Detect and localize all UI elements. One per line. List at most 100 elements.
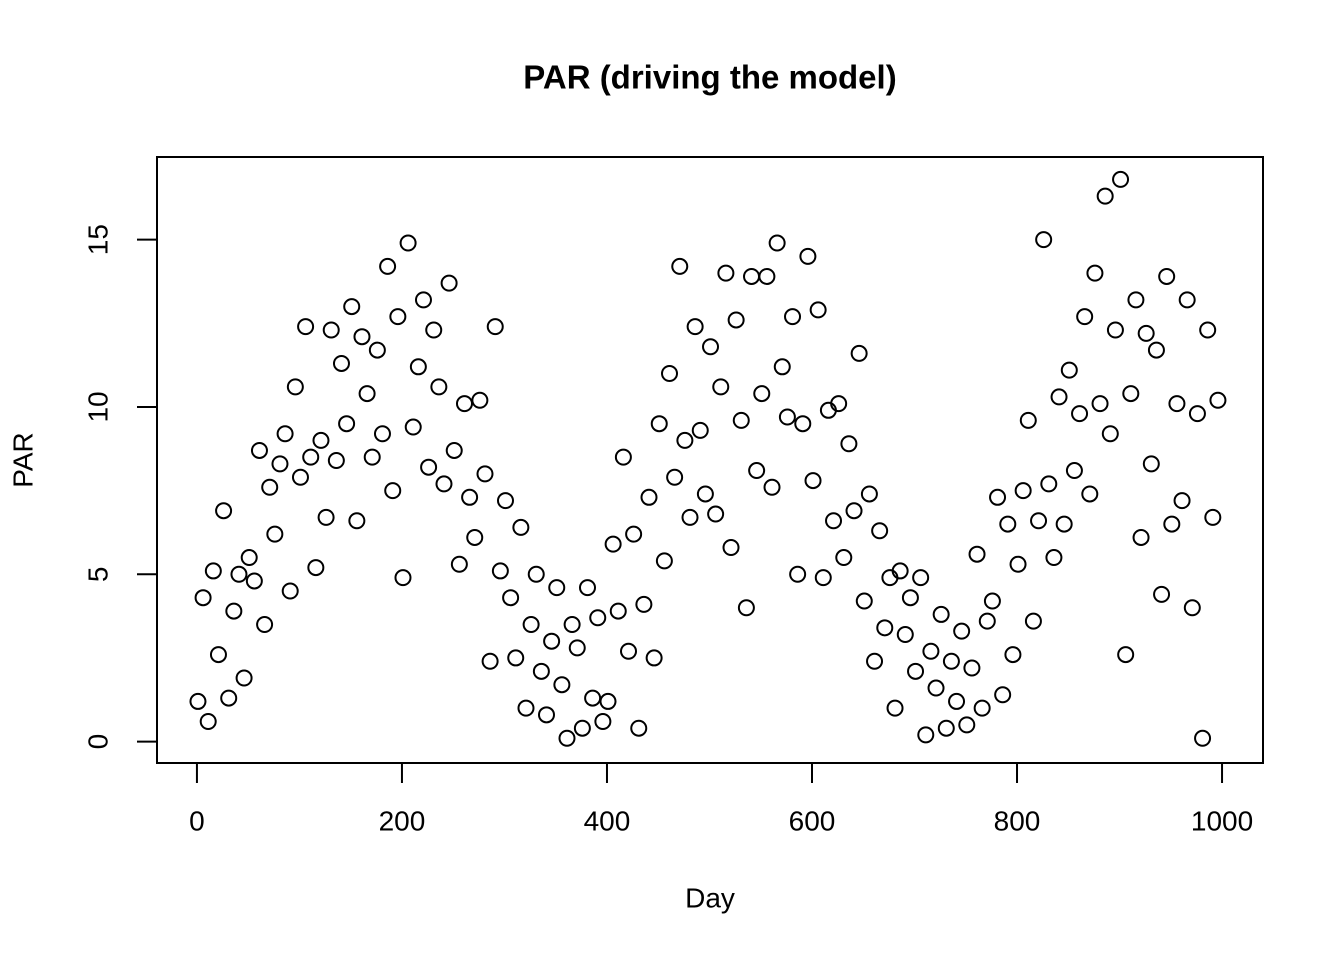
point [989, 488, 1007, 506]
point [732, 411, 750, 429]
point [343, 298, 361, 316]
point [927, 679, 945, 697]
point [1101, 425, 1119, 443]
point [1045, 549, 1063, 567]
point [368, 341, 386, 359]
point [753, 385, 771, 403]
point [517, 699, 535, 717]
point [420, 458, 438, 476]
point [189, 692, 207, 710]
x-tick-label: 200 [379, 805, 426, 836]
point [1122, 385, 1140, 403]
point [522, 615, 540, 633]
point [1117, 646, 1135, 664]
point [789, 565, 807, 583]
point [778, 408, 796, 426]
point [1050, 388, 1068, 406]
point [948, 692, 966, 710]
point [1040, 475, 1058, 493]
point [922, 642, 940, 660]
point [1091, 395, 1109, 413]
point [507, 649, 525, 667]
point [794, 415, 812, 433]
point [384, 482, 402, 500]
point [978, 612, 996, 630]
point [620, 642, 638, 660]
point [486, 318, 504, 336]
point [599, 692, 617, 710]
y-axis-label: PAR [7, 432, 38, 488]
point [1096, 187, 1114, 205]
point [589, 609, 607, 627]
point [502, 589, 520, 607]
point [194, 589, 212, 607]
point [215, 502, 233, 520]
point [866, 652, 884, 670]
point [886, 699, 904, 717]
point [297, 318, 315, 336]
point [896, 626, 914, 644]
point [230, 565, 248, 583]
point [1081, 485, 1099, 503]
point [471, 391, 489, 409]
point [1163, 515, 1181, 533]
point [609, 602, 627, 620]
point [912, 569, 930, 587]
point [763, 478, 781, 496]
point [707, 505, 725, 523]
point [256, 615, 274, 633]
point [481, 652, 499, 670]
point [630, 719, 648, 737]
point [1173, 492, 1191, 510]
point [363, 448, 381, 466]
point [496, 492, 514, 510]
point [655, 552, 673, 570]
point [1168, 395, 1186, 413]
point [261, 478, 279, 496]
point [373, 425, 391, 443]
point [1147, 341, 1165, 359]
point [204, 562, 222, 580]
point [907, 662, 925, 680]
point [1004, 646, 1022, 664]
point [225, 602, 243, 620]
point [281, 582, 299, 600]
point [425, 321, 443, 339]
x-axis-label: Day [685, 882, 735, 913]
x-tick-label: 600 [789, 805, 836, 836]
x-tick-label: 800 [994, 805, 1041, 836]
point [1106, 321, 1124, 339]
point [466, 528, 484, 546]
point [917, 726, 935, 744]
point [414, 291, 432, 309]
point [871, 522, 889, 540]
point [527, 565, 545, 583]
point [579, 579, 597, 597]
point [461, 488, 479, 506]
point [845, 502, 863, 520]
point [250, 441, 268, 459]
point [614, 448, 632, 466]
point [937, 719, 955, 737]
point [389, 308, 407, 326]
point [855, 592, 873, 610]
y-tick-label: 15 [82, 224, 113, 255]
point [1199, 321, 1217, 339]
point [235, 669, 253, 687]
point [758, 267, 776, 285]
plot-box [156, 156, 1264, 764]
point [276, 425, 294, 443]
point [681, 508, 699, 526]
point [594, 713, 612, 731]
point [1060, 361, 1078, 379]
point [1035, 231, 1053, 249]
point [358, 385, 376, 403]
point [404, 418, 422, 436]
point [584, 689, 602, 707]
point [737, 599, 755, 617]
point [332, 354, 350, 372]
point [348, 512, 366, 530]
point [240, 549, 258, 567]
point [860, 485, 878, 503]
